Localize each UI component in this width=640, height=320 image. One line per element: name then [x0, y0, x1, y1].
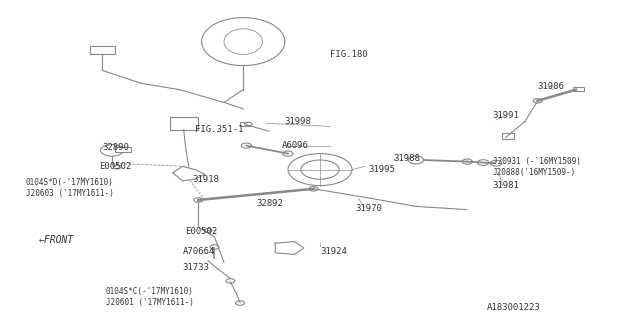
FancyBboxPatch shape	[170, 117, 198, 130]
FancyBboxPatch shape	[502, 133, 514, 139]
Circle shape	[490, 160, 502, 166]
FancyBboxPatch shape	[573, 87, 584, 91]
Text: 31733: 31733	[182, 263, 209, 272]
Text: 31991: 31991	[493, 111, 520, 120]
Text: 31924: 31924	[320, 247, 347, 256]
Circle shape	[100, 145, 124, 156]
Circle shape	[533, 99, 542, 103]
Circle shape	[301, 160, 339, 179]
Circle shape	[288, 154, 352, 186]
Text: 0104S*C(-'17MY1610): 0104S*C(-'17MY1610)	[106, 287, 193, 296]
Circle shape	[462, 159, 472, 164]
Text: 0104S*D(-'17MY1610): 0104S*D(-'17MY1610)	[26, 178, 113, 187]
Circle shape	[226, 279, 235, 283]
Text: 31998: 31998	[285, 117, 312, 126]
FancyBboxPatch shape	[240, 122, 250, 126]
Circle shape	[408, 156, 424, 164]
FancyBboxPatch shape	[115, 147, 131, 152]
Text: 31986: 31986	[538, 82, 564, 91]
Text: A183001223: A183001223	[486, 303, 540, 312]
Text: ←FRONT: ←FRONT	[38, 235, 74, 245]
Text: 32892: 32892	[256, 199, 283, 208]
Circle shape	[244, 122, 252, 126]
Text: E00502: E00502	[99, 162, 131, 171]
Circle shape	[236, 301, 244, 305]
Circle shape	[194, 198, 203, 202]
Text: A6096: A6096	[282, 141, 308, 150]
Circle shape	[241, 143, 252, 148]
Text: J20603 ('17MY1611-): J20603 ('17MY1611-)	[26, 189, 113, 198]
Text: 31918: 31918	[192, 175, 219, 184]
Text: 31981: 31981	[493, 181, 520, 190]
FancyBboxPatch shape	[90, 46, 115, 54]
Circle shape	[113, 165, 121, 169]
Text: 31995: 31995	[368, 165, 395, 174]
Circle shape	[204, 228, 212, 232]
Text: E00502: E00502	[186, 228, 218, 236]
Circle shape	[309, 187, 318, 191]
Text: 32890: 32890	[102, 143, 129, 152]
Text: 31970: 31970	[355, 204, 382, 212]
Circle shape	[283, 151, 293, 156]
Text: 31988: 31988	[394, 154, 420, 163]
Text: J20931 (-'16MY1509): J20931 (-'16MY1509)	[493, 157, 580, 166]
Circle shape	[210, 245, 219, 249]
Text: J20888('16MY1509-): J20888('16MY1509-)	[493, 168, 576, 177]
Text: J20601 ('17MY1611-): J20601 ('17MY1611-)	[106, 298, 193, 307]
Text: FIG.351-1: FIG.351-1	[195, 125, 244, 134]
Text: A70664: A70664	[182, 247, 214, 256]
Circle shape	[477, 160, 489, 165]
Text: FIG.180: FIG.180	[330, 50, 367, 59]
